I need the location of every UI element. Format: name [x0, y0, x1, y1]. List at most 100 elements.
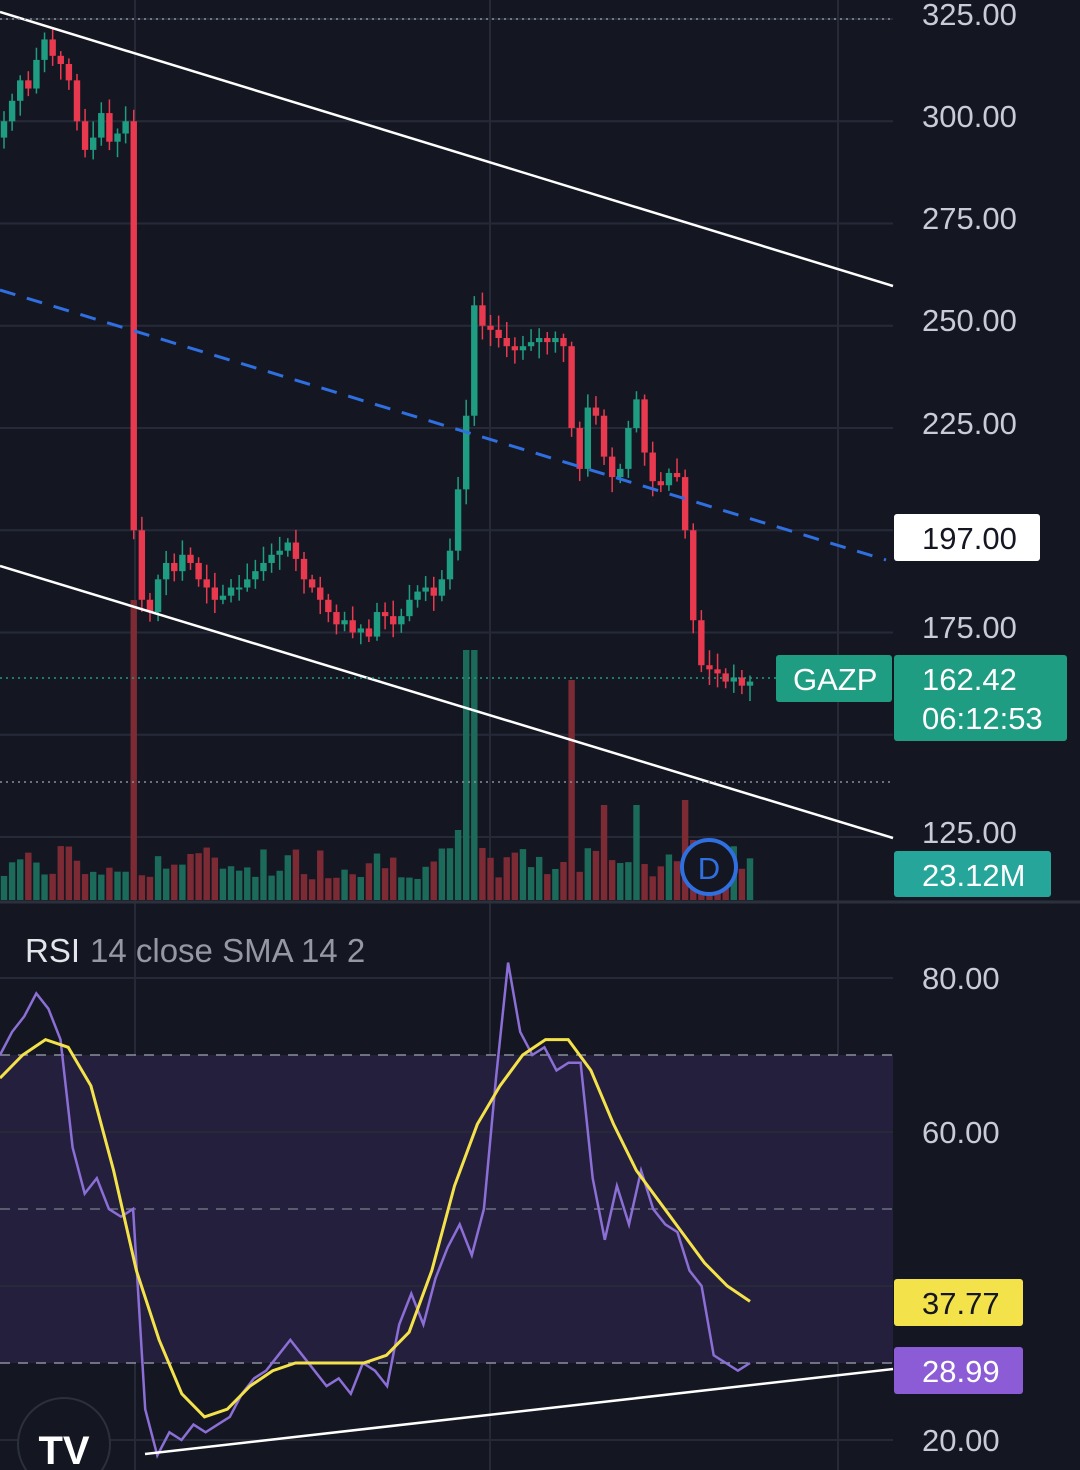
rsi-tick-label: 20.00: [922, 1423, 1000, 1458]
rsi-pane[interactable]: RSI 14 close SMA 14 2 80.00 60.00 20.00 …: [0, 932, 1023, 1459]
price-axis[interactable]: 325.00 300.00 275.00 250.00 225.00 175.0…: [922, 0, 1017, 850]
candle-body: [219, 595, 227, 600]
candle-body: [544, 338, 551, 343]
candle-body: [698, 620, 705, 666]
volume-bar: [211, 857, 219, 900]
candlesticks: [0, 28, 754, 702]
volume-bar: [535, 856, 543, 900]
volume-bar: [462, 650, 470, 900]
candle-body: [519, 346, 527, 351]
volume-bar: [171, 864, 178, 900]
candle-body: [260, 562, 267, 572]
bar-countdown: 06:12:53: [922, 701, 1043, 736]
volume-bar: [130, 600, 137, 900]
volume-bar: [179, 864, 186, 900]
candle-body: [235, 587, 243, 590]
candle-body: [487, 325, 494, 330]
last-price-tag[interactable]: 162.42 06:12:53: [894, 655, 1067, 741]
volume-bar: [406, 877, 413, 900]
volume-bar: [390, 857, 397, 900]
trend-lines[interactable]: [0, 10, 894, 840]
candle-body: [681, 477, 689, 531]
candle-body: [138, 530, 146, 600]
candle-body: [746, 681, 754, 686]
rsi-params: 14 close SMA 14 2: [90, 932, 365, 969]
volume-bar: [89, 871, 97, 900]
rsi-value-tag[interactable]: 28.99: [894, 1347, 1023, 1394]
volume-bar: [98, 874, 105, 900]
rsi-sma-value: 37.77: [922, 1286, 1000, 1321]
candle-body: [600, 415, 608, 457]
volume-bar: [81, 874, 89, 900]
volume-bar: [219, 868, 227, 900]
volume-bar: [381, 868, 389, 900]
rsi-title: RSI: [25, 932, 80, 969]
candle-body: [49, 39, 56, 56]
volume-bar: [187, 853, 194, 900]
volume-bar: [244, 867, 251, 900]
volume-bar: [479, 847, 486, 900]
volume-bar: [260, 849, 267, 900]
candle-body: [187, 554, 194, 563]
candle-body: [471, 305, 478, 416]
candle-body: [422, 587, 429, 592]
volume-bar: [487, 857, 494, 900]
price-tick-label: 175.00: [922, 610, 1017, 645]
candle-body: [592, 407, 600, 416]
candle-body: [227, 587, 235, 596]
candle-body: [73, 80, 81, 122]
symbol-tag[interactable]: GAZP: [776, 655, 892, 702]
channel-lower-line[interactable]: [0, 564, 894, 840]
volume-bar: [414, 878, 421, 900]
candle-body: [365, 628, 373, 637]
candle-body: [438, 579, 446, 596]
candle-body: [57, 55, 64, 64]
rsi-sma-value-tag[interactable]: 37.77: [894, 1279, 1023, 1326]
volume-bar: [519, 849, 527, 900]
dividend-marker-label: D: [698, 851, 720, 886]
candle-body: [179, 554, 186, 572]
candle-body: [706, 665, 713, 670]
candle-body: [154, 579, 162, 613]
candle-body: [641, 399, 648, 453]
candle-body: [252, 571, 259, 580]
volume-bar: [738, 868, 746, 900]
volume-bar: [284, 855, 292, 900]
volume-bar: [0, 875, 8, 900]
candle-body: [576, 428, 583, 469]
volume-tag[interactable]: 23.12M: [894, 851, 1051, 897]
volume-bar: [349, 874, 356, 900]
price-tick-label: 250.00: [922, 303, 1017, 338]
candle-body: [130, 121, 137, 531]
volume-bar: [114, 871, 121, 900]
rsi-trend-line[interactable]: [144, 1367, 894, 1456]
channel-midline[interactable]: [0, 288, 887, 562]
candle-body: [300, 558, 308, 580]
candle-body: [308, 579, 316, 588]
line-level-tag[interactable]: 197.00: [894, 514, 1040, 561]
candle-body: [146, 599, 154, 613]
candle-body: [633, 399, 640, 428]
volume-bar: [138, 875, 146, 900]
volume-bar: [454, 830, 462, 900]
volume-bar: [560, 861, 567, 900]
candle-body: [657, 481, 665, 486]
volume-bar: [146, 876, 154, 900]
symbol-label: GAZP: [793, 662, 877, 697]
dividend-marker[interactable]: D: [680, 838, 738, 896]
volume-bar: [195, 853, 202, 900]
volume-bar: [681, 800, 689, 900]
candle-body: [625, 428, 632, 469]
candle-body: [317, 587, 324, 600]
volume-bar: [308, 879, 316, 900]
channel-upper-line[interactable]: [0, 10, 894, 288]
volume-bar: [641, 864, 648, 900]
tradingview-logo[interactable]: TV: [17, 1397, 111, 1470]
volume-bar: [276, 870, 283, 900]
volume-bar: [73, 860, 81, 900]
volume-bar: [511, 852, 519, 900]
candle-body: [414, 591, 421, 600]
candle-body: [333, 612, 340, 625]
volume-bar: [552, 868, 559, 900]
